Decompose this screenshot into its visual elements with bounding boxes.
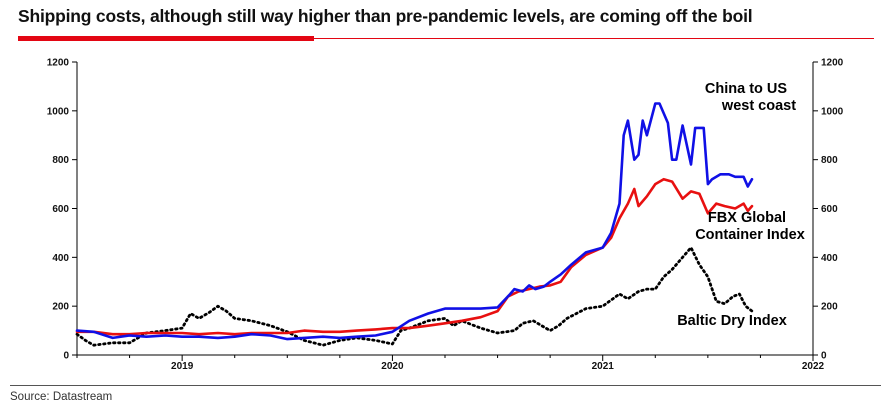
label-baltic-dry-index: Baltic Dry Index: [677, 313, 787, 329]
y-tick-label-right: 400: [821, 253, 838, 264]
series-fbx-global: [75, 177, 754, 336]
chart-axes: 0 0 200 200 400 400 600 600 800 800 1000 1000 1200 12…: [47, 58, 844, 373]
label-west-coast: west coast: [721, 98, 796, 114]
label-container-index: Container Index: [695, 227, 805, 243]
chart-title: Shipping costs, although still way highe…: [18, 6, 753, 26]
y-tick-label-right: 200: [821, 302, 838, 313]
x-tick-label: 2022: [802, 361, 825, 372]
x-tick-label: 2019: [171, 361, 194, 372]
y-tick-label-right: 1000: [821, 106, 844, 117]
y-tick-label-right: 0: [821, 351, 827, 362]
series-china-us-west-coast: [75, 102, 754, 341]
title-divider: [18, 38, 874, 39]
y-tick-label-right: 800: [821, 155, 838, 166]
source-divider: [10, 385, 881, 386]
chart-series: [75, 102, 754, 347]
label-fbx-global: FBX Global: [708, 210, 786, 226]
label-china-to-us: China to US: [705, 81, 787, 97]
y-tick-label-left: 0: [63, 351, 69, 362]
y-tick-label-left: 200: [52, 302, 69, 313]
y-tick-label-left: 1200: [47, 58, 70, 69]
x-tick-label: 2021: [592, 361, 615, 372]
y-tick-label-right: 1200: [821, 58, 844, 69]
x-tick-label: 2020: [381, 361, 404, 372]
y-tick-label-left: 800: [52, 155, 69, 166]
y-tick-label-right: 600: [821, 204, 838, 215]
y-tick-label-left: 600: [52, 204, 69, 215]
y-tick-label-left: 1000: [47, 106, 70, 117]
source-note: Source: Datastream: [10, 391, 113, 403]
series-baltic-dry: [75, 246, 754, 347]
y-tick-label-left: 400: [52, 253, 69, 264]
